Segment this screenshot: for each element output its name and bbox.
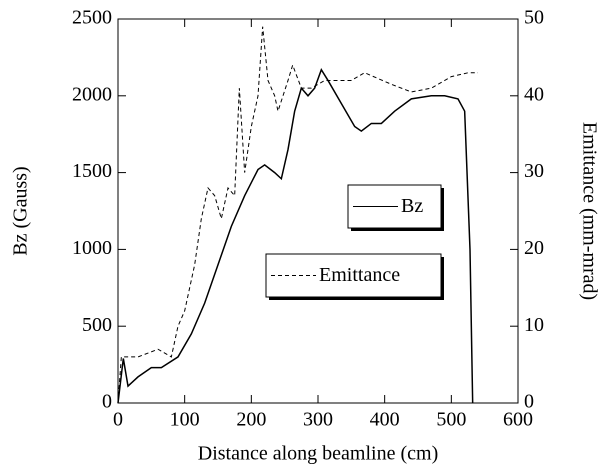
y-tick-label: 2500	[72, 7, 112, 29]
legend-label: Bz	[401, 195, 423, 217]
x-tick-label: 300	[303, 409, 333, 431]
x-tick-label: 400	[370, 409, 400, 431]
y-tick-label: 1500	[72, 160, 112, 182]
y2-tick-label: 50	[524, 7, 544, 29]
y-tick-label: 500	[82, 314, 112, 336]
y-tick-label: 1000	[72, 237, 112, 259]
y-axis-title: Bz (Gauss)	[10, 166, 32, 255]
y-tick-label: 0	[102, 391, 112, 413]
y2-tick-label: 40	[524, 83, 544, 105]
y2-tick-label: 20	[524, 237, 544, 259]
x-axis-title: Distance along beamline (cm)	[198, 443, 438, 465]
y2-tick-label: 0	[524, 391, 534, 413]
x-tick-label: 100	[170, 409, 200, 431]
y2-tick-label: 30	[524, 160, 544, 182]
y2-tick-label: 10	[524, 314, 544, 336]
x-tick-label: 500	[436, 409, 466, 431]
series-line	[117, 26, 478, 404]
series-line	[117, 67, 474, 404]
y-tick-label: 2000	[72, 83, 112, 105]
x-tick-label: 600	[503, 409, 533, 431]
plot-frame	[117, 18, 519, 404]
x-tick-label: 0	[113, 409, 123, 431]
legend-label: Emittance	[319, 264, 400, 286]
y2-axis-title: Emittance (mm-mrad)	[578, 122, 600, 300]
x-tick-label: 200	[236, 409, 266, 431]
